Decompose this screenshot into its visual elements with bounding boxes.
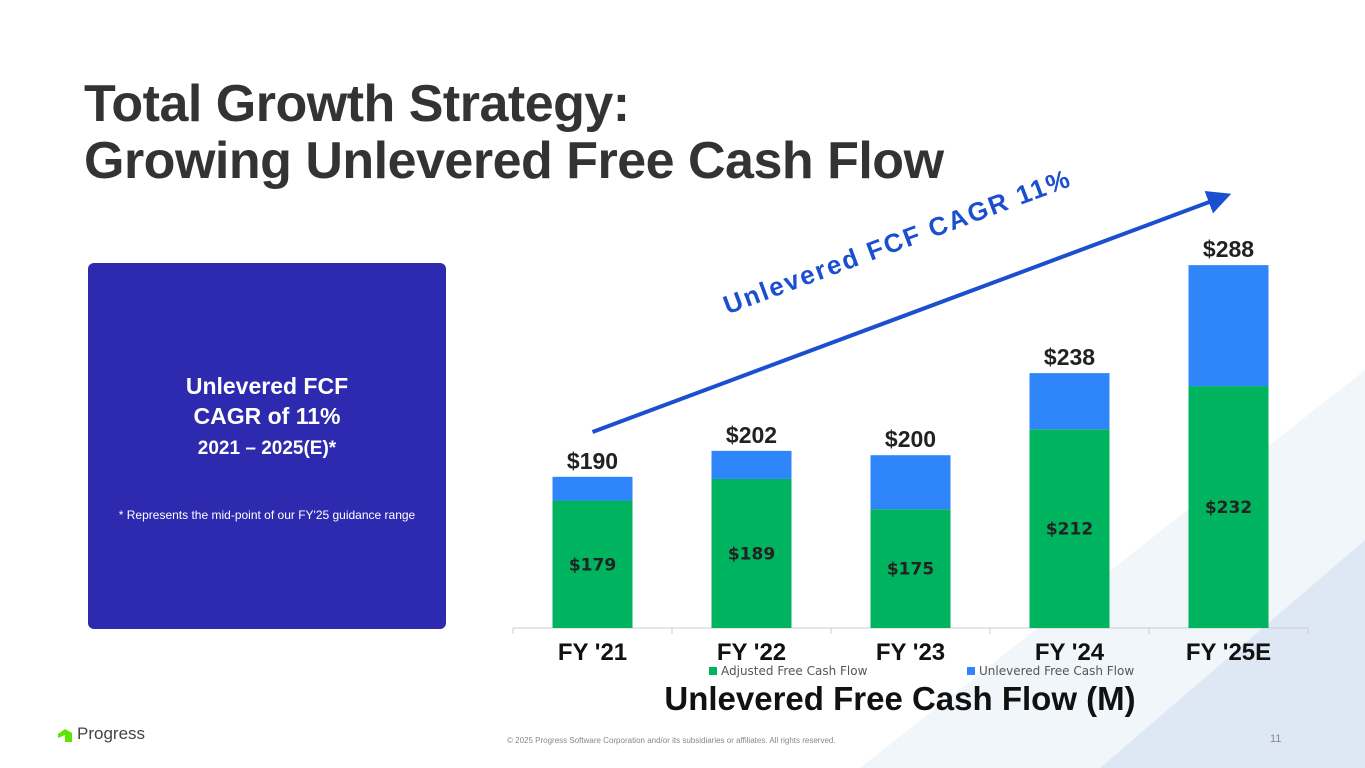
x-tick-label: FY '23	[876, 639, 945, 666]
legend-unlevered: Unlevered Free Cash Flow	[967, 664, 1134, 678]
bar-adjusted	[711, 478, 792, 628]
slide-title: Total Growth Strategy: Growing Unlevered …	[84, 75, 944, 190]
bar-adjusted	[1029, 429, 1110, 628]
progress-logo: Progress	[56, 724, 145, 744]
bar-data-label: $232	[1205, 498, 1252, 518]
bar-unlevered	[1029, 373, 1110, 430]
x-tick-label: FY '21	[558, 639, 627, 666]
cagr-trend-arrow	[591, 190, 1232, 434]
progress-logo-icon	[58, 729, 72, 742]
legend-label: Adjusted Free Cash Flow	[721, 664, 868, 678]
bar-unlevered	[1188, 265, 1269, 387]
bar-total-label: $202	[726, 422, 777, 448]
bar-unlevered	[870, 455, 951, 510]
x-tick-label: FY '24	[1035, 639, 1105, 666]
legend-adjusted: Adjusted Free Cash Flow	[709, 664, 867, 678]
bar-data-label: $179	[569, 555, 616, 575]
logo-text: Progress	[77, 724, 146, 743]
bar-adjusted	[552, 500, 633, 628]
box-heading: Unlevered FCF CAGR of 11%	[185, 373, 349, 429]
bar-total-label: $190	[567, 448, 618, 474]
legend-swatch	[709, 667, 717, 675]
bar-adjusted	[870, 509, 951, 628]
bar-data-label: $189	[728, 544, 775, 564]
chart-title: Unlevered Free Cash Flow (M)	[664, 680, 1136, 717]
bar-total-label: $238	[1044, 344, 1095, 370]
bar-data-label: $175	[887, 560, 934, 580]
bar-data-label: $212	[1046, 520, 1093, 540]
bar-total-label: $288	[1203, 236, 1254, 262]
legend-swatch	[967, 667, 975, 675]
x-tick-label: FY '25E	[1186, 639, 1271, 666]
cagr-summary-box: Unlevered FCF CAGR of 11% 2021 – 2025(E)…	[88, 263, 446, 629]
box-note: * Represents the mid-point of our FY'25 …	[118, 508, 416, 522]
bar-adjusted	[1188, 386, 1269, 628]
bar-unlevered	[711, 450, 792, 479]
copyright-footer: © 2025 Progress Software Corporation and…	[507, 736, 836, 745]
legend-label: Unlevered Free Cash Flow	[979, 664, 1135, 678]
bar-unlevered	[552, 476, 633, 501]
x-tick-label: FY '22	[717, 639, 786, 666]
box-period: 2021 – 2025(E)*	[197, 438, 337, 459]
bar-total-label: $200	[885, 426, 936, 452]
page-number: 11	[1270, 733, 1282, 745]
